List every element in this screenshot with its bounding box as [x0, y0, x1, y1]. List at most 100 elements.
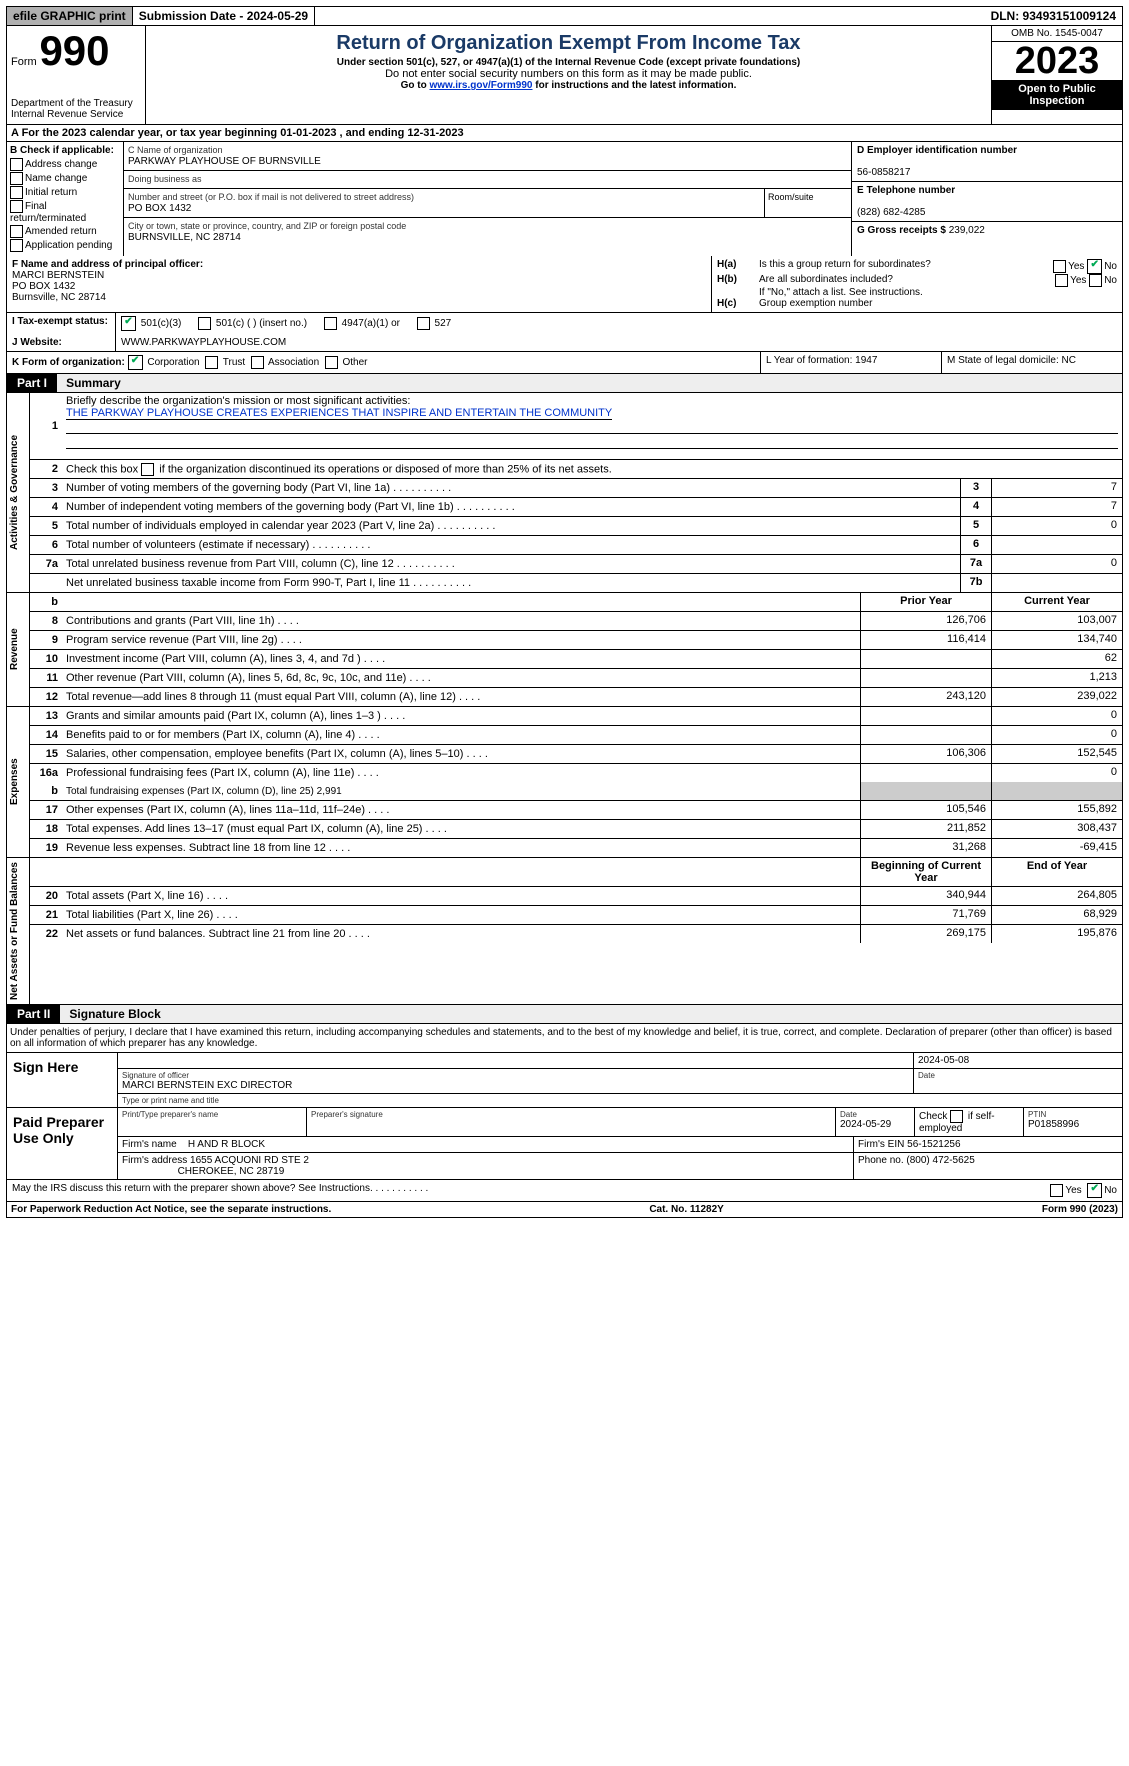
submission-date: Submission Date - 2024-05-29 [133, 7, 315, 25]
hb-note: If "No," attach a list. See instructions… [717, 287, 1117, 298]
chk-discontinued[interactable] [141, 463, 154, 476]
chk-527[interactable]: 527 [417, 318, 451, 329]
sig-officer-value: MARCI BERNSTEIN EXC DIRECTOR [122, 1080, 292, 1091]
chk-501c3[interactable]: 501(c)(3) [121, 318, 181, 329]
vlabel-expenses: Expenses [7, 707, 30, 857]
top-bar: efile GRAPHIC print Submission Date - 20… [6, 6, 1123, 26]
officer-group-row: F Name and address of principal officer:… [6, 256, 1123, 313]
firm-addr2: CHEROKEE, NC 28719 [178, 1166, 285, 1177]
dln: DLN: 93493151009124 [985, 7, 1122, 25]
phone-value: (828) 682-4285 [857, 207, 925, 218]
hc-label: H(c) [717, 298, 753, 309]
hb-yes-checkbox[interactable] [1055, 274, 1068, 287]
hc-text: Group exemption number [759, 298, 1117, 309]
sig-name-label: Type or print name and title [122, 1096, 1118, 1105]
summary-line: 6Total number of volunteers (estimate if… [30, 536, 1122, 555]
ptin-value: P01858996 [1028, 1119, 1079, 1130]
firm-name: H AND R BLOCK [188, 1139, 265, 1150]
ptin-label: PTIN [1028, 1110, 1118, 1119]
summary-line: 4Number of independent voting members of… [30, 498, 1122, 517]
summary-line: 12Total revenue—add lines 8 through 11 (… [30, 688, 1122, 706]
firm-phone-label: Phone no. [858, 1155, 904, 1166]
city-value: BURNSVILLE, NC 28714 [128, 232, 241, 243]
ha-yes-checkbox[interactable] [1053, 260, 1066, 273]
sign-date: 2024-05-08 [914, 1053, 1122, 1068]
summary-line: 3Number of voting members of the governi… [30, 479, 1122, 498]
irs-link[interactable]: www.irs.gov/Form990 [429, 80, 532, 91]
line-b-current [991, 782, 1122, 800]
chk-initial-return[interactable]: Initial return [10, 186, 120, 199]
summary-governance: Activities & Governance 1 Briefly descri… [6, 393, 1123, 593]
form-subtitle: Under section 501(c), 527, or 4947(a)(1)… [150, 57, 987, 68]
chk-application-pending[interactable]: Application pending [10, 239, 120, 252]
section-b: B Check if applicable: Address change Na… [7, 142, 124, 256]
chk-corporation[interactable] [128, 355, 143, 370]
summary-line: 19Revenue less expenses. Subtract line 1… [30, 839, 1122, 857]
firm-ein: 56-1521256 [907, 1139, 960, 1150]
form-label: Form [11, 56, 37, 68]
footer: For Paperwork Reduction Act Notice, see … [6, 1202, 1123, 1218]
prep-self-employed: Check if self-employed [915, 1108, 1024, 1136]
vlabel-netassets: Net Assets or Fund Balances [7, 858, 30, 1004]
summary-line: 18Total expenses. Add lines 13–17 (must … [30, 820, 1122, 839]
summary-line: 9Program service revenue (Part VIII, lin… [30, 631, 1122, 650]
chk-501c[interactable]: 501(c) ( ) (insert no.) [198, 318, 307, 329]
firm-ein-label: Firm's EIN [858, 1139, 904, 1150]
chk-name-change[interactable]: Name change [10, 172, 120, 185]
row-i-status: I Tax-exempt status: 501(c)(3) 501(c) ( … [6, 313, 1123, 334]
part2-tag: Part II [7, 1005, 60, 1023]
goto-pre: Go to [401, 80, 430, 91]
form-number: 990 [39, 27, 109, 74]
chk-address-change[interactable]: Address change [10, 158, 120, 171]
chk-self-employed[interactable] [950, 1110, 963, 1123]
hb-no-checkbox[interactable] [1089, 274, 1102, 287]
discuss-text: May the IRS discuss this return with the… [12, 1183, 373, 1194]
ha-text: Is this a group return for subordinates? [759, 259, 1047, 270]
col-right: D Employer identification number 56-0858… [851, 142, 1122, 256]
summary-revenue: Revenue b Prior Year Current Year 8Contr… [6, 593, 1123, 707]
section-h: H(a) Is this a group return for subordin… [711, 256, 1122, 312]
line-b-prior [860, 782, 991, 800]
chk-other[interactable] [325, 356, 338, 369]
prep-sig-label: Preparer's signature [311, 1110, 831, 1119]
form-header: Form 990 Department of the Treasury Inte… [6, 26, 1123, 125]
chk-4947[interactable]: 4947(a)(1) or [324, 318, 400, 329]
summary-expenses: Expenses 13Grants and similar amounts pa… [6, 707, 1123, 858]
ha-no-checkbox[interactable] [1087, 259, 1102, 274]
summary-line: 14Benefits paid to or for members (Part … [30, 726, 1122, 745]
discuss-yes[interactable] [1050, 1184, 1063, 1197]
summary-line: 15Salaries, other compensation, employee… [30, 745, 1122, 764]
summary-line: 16aProfessional fundraising fees (Part I… [30, 764, 1122, 782]
officer-label: F Name and address of principal officer: [12, 259, 203, 270]
org-name: PARKWAY PLAYHOUSE OF BURNSVILLE [128, 156, 321, 167]
footer-left: For Paperwork Reduction Act Notice, see … [11, 1204, 331, 1215]
chk-trust[interactable] [205, 356, 218, 369]
hb-label: H(b) [717, 274, 753, 285]
addr-label: Number and street (or P.O. box if mail i… [128, 192, 414, 202]
firm-phone: (800) 472-5625 [906, 1155, 974, 1166]
form-note-ssn: Do not enter social security numbers on … [150, 68, 987, 80]
row-k: K Form of organization: Corporation Trus… [6, 352, 1123, 374]
prep-date: 2024-05-29 [840, 1119, 891, 1130]
website-value: WWW.PARKWAYPLAYHOUSE.COM [115, 334, 1122, 351]
summary-line: 22Net assets or fund balances. Subtract … [30, 925, 1122, 943]
ein-label: D Employer identification number [857, 145, 1017, 156]
q1-text: Briefly describe the organization's miss… [66, 395, 410, 407]
identification-block: B Check if applicable: Address change Na… [6, 142, 1123, 256]
summary-line: 5Total number of individuals employed in… [30, 517, 1122, 536]
summary-line: 7aTotal unrelated business revenue from … [30, 555, 1122, 574]
chk-association[interactable] [251, 356, 264, 369]
efile-tag[interactable]: efile GRAPHIC print [7, 7, 133, 25]
chk-final-return[interactable]: Final return/terminated [10, 200, 120, 224]
col-prior-year: Prior Year [860, 593, 991, 611]
chk-amended-return[interactable]: Amended return [10, 225, 120, 238]
officer-addr2: Burnsville, NC 28714 [12, 292, 106, 303]
summary-netassets: Net Assets or Fund Balances Beginning of… [6, 858, 1123, 1005]
status-label: I Tax-exempt status: [7, 313, 115, 334]
tax-year: 2023 [992, 42, 1122, 80]
row-j-website: J Website: WWW.PARKWAYPLAYHOUSE.COM [6, 334, 1123, 352]
year-formation: L Year of formation: 1947 [760, 352, 941, 373]
addr-value: PO BOX 1432 [128, 203, 191, 214]
discuss-no[interactable] [1087, 1183, 1102, 1198]
room-suite-label: Room/suite [765, 189, 851, 217]
